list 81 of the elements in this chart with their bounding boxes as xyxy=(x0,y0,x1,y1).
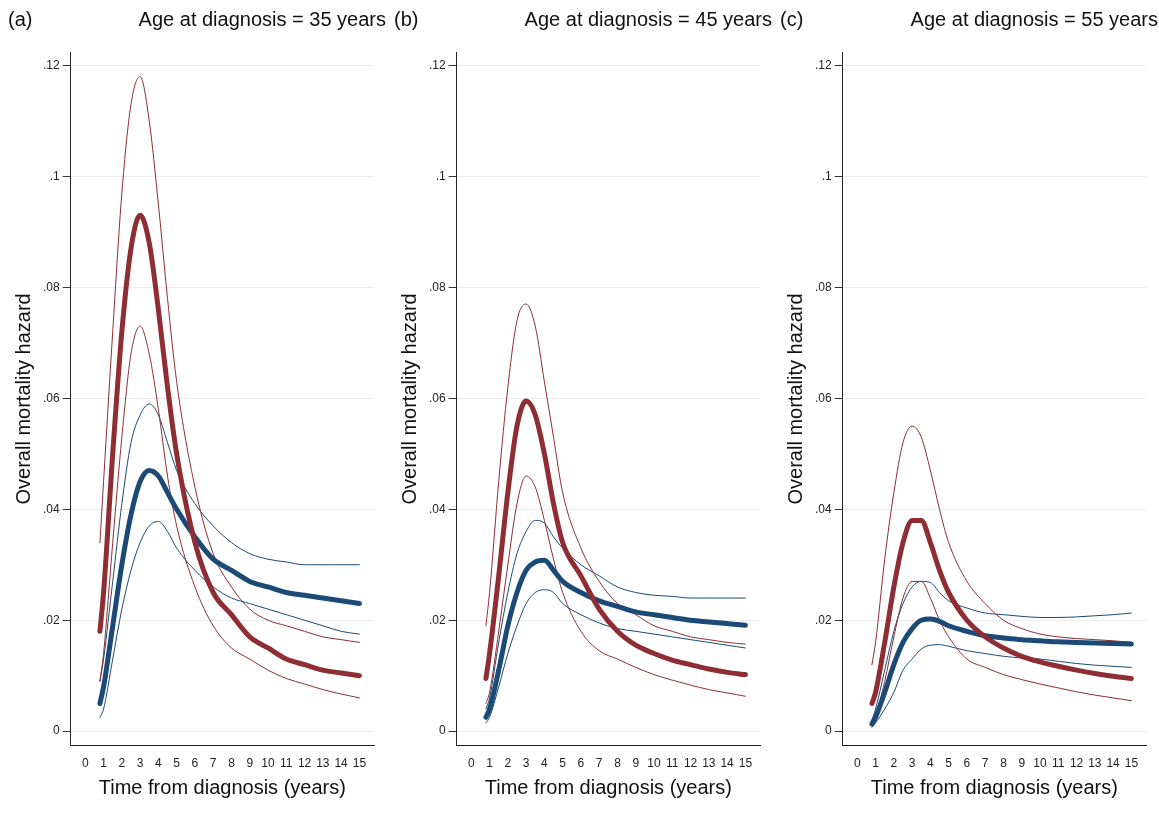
x-tick-label: 0 xyxy=(467,756,475,771)
x-tick-label: 0 xyxy=(853,756,861,771)
x-tick-label: 12 xyxy=(1069,756,1084,771)
y-tick-label: .12 xyxy=(428,57,446,72)
x-tick-label: 13 xyxy=(1088,756,1102,771)
y-tick-label: .08 xyxy=(428,279,446,294)
y-tick-label: .02 xyxy=(428,612,446,627)
x-axis-title: Time from diagnosis (years) xyxy=(870,775,1118,798)
x-tick-label: 7 xyxy=(981,756,989,771)
x-tick-label: 14 xyxy=(334,756,349,771)
x-tick-label: 11 xyxy=(280,756,293,771)
x-tick-label: 5 xyxy=(945,756,953,771)
x-tick-label: 1 xyxy=(486,756,494,771)
x-tick-label: 7 xyxy=(209,756,217,771)
x-tick-label: 15 xyxy=(1124,756,1139,771)
x-tick-label: 4 xyxy=(927,756,935,771)
x-tick-label: 7 xyxy=(595,756,603,771)
x-axis-title: Time from diagnosis (years) xyxy=(98,775,346,798)
x-tick-label: 5 xyxy=(559,756,567,771)
y-tick-label: .06 xyxy=(428,390,446,405)
x-axis-title: Time from diagnosis (years) xyxy=(484,775,732,798)
y-tick-label: .04 xyxy=(814,501,832,516)
y-axis-title: Overall mortality hazard xyxy=(11,293,34,505)
x-tick-label: 6 xyxy=(963,756,971,771)
y-tick-label: .06 xyxy=(42,390,60,405)
text: (c) xyxy=(780,8,804,30)
x-tick-label: 13 xyxy=(316,756,330,771)
x-tick-label: 5 xyxy=(173,756,181,771)
x-tick-label: 3 xyxy=(908,756,916,771)
x-tick-label: 10 xyxy=(647,756,662,771)
x-tick-label: 4 xyxy=(155,756,163,771)
x-tick-label: 13 xyxy=(702,756,716,771)
x-tick-label: 14 xyxy=(720,756,735,771)
y-tick-label: .04 xyxy=(42,501,60,516)
x-tick-label: 6 xyxy=(191,756,199,771)
chart-title: Age at diagnosis = 45 years xyxy=(524,8,772,31)
y-tick-label: .06 xyxy=(814,390,832,405)
x-tick-label: 8 xyxy=(228,756,236,771)
y-tick-label: 0 xyxy=(52,723,60,738)
x-tick-label: 11 xyxy=(1052,756,1065,771)
y-tick-label: .02 xyxy=(814,612,832,627)
x-tick-label: 9 xyxy=(246,756,254,771)
y-tick-label: .1 xyxy=(435,168,446,183)
y-tick-label: .12 xyxy=(42,57,60,72)
y-tick-label: .1 xyxy=(821,168,832,183)
x-tick-label: 10 xyxy=(261,756,276,771)
x-tick-label: 15 xyxy=(738,756,753,771)
x-tick-label: 12 xyxy=(297,756,312,771)
text: (a) xyxy=(8,8,33,30)
x-tick-label: 10 xyxy=(1033,756,1048,771)
x-tick-label: 8 xyxy=(1000,756,1008,771)
chart-title: Age at diagnosis = 55 years xyxy=(910,8,1158,31)
x-tick-label: 8 xyxy=(614,756,622,771)
x-tick-label: 11 xyxy=(666,756,679,771)
x-tick-label: 12 xyxy=(683,756,698,771)
text: (b) xyxy=(394,8,419,30)
y-tick-label: .02 xyxy=(42,612,60,627)
x-tick-label: 6 xyxy=(577,756,585,771)
y-axis-title: Overall mortality hazard xyxy=(397,293,420,505)
x-tick-label: 15 xyxy=(352,756,367,771)
y-tick-label: .08 xyxy=(814,279,832,294)
x-tick-label: 3 xyxy=(522,756,530,771)
chart-title: Age at diagnosis = 35 years xyxy=(138,8,386,31)
y-tick-label: 0 xyxy=(438,723,446,738)
x-tick-label: 14 xyxy=(1106,756,1121,771)
x-tick-label: 4 xyxy=(541,756,549,771)
x-tick-label: 2 xyxy=(890,756,898,771)
y-tick-label: 0 xyxy=(824,723,832,738)
x-tick-label: 1 xyxy=(100,756,108,771)
x-tick-label: 9 xyxy=(1018,756,1026,771)
y-tick-label: .08 xyxy=(42,279,60,294)
x-tick-label: 0 xyxy=(81,756,89,771)
x-tick-label: 1 xyxy=(872,756,880,771)
x-tick-label: 9 xyxy=(632,756,640,771)
x-tick-label: 2 xyxy=(118,756,126,771)
x-tick-label: 3 xyxy=(136,756,144,771)
y-tick-label: .04 xyxy=(428,501,446,516)
x-tick-label: 2 xyxy=(504,756,512,771)
y-tick-label: .12 xyxy=(814,57,832,72)
y-axis-title: Overall mortality hazard xyxy=(783,293,806,505)
y-tick-label: .1 xyxy=(49,168,60,183)
